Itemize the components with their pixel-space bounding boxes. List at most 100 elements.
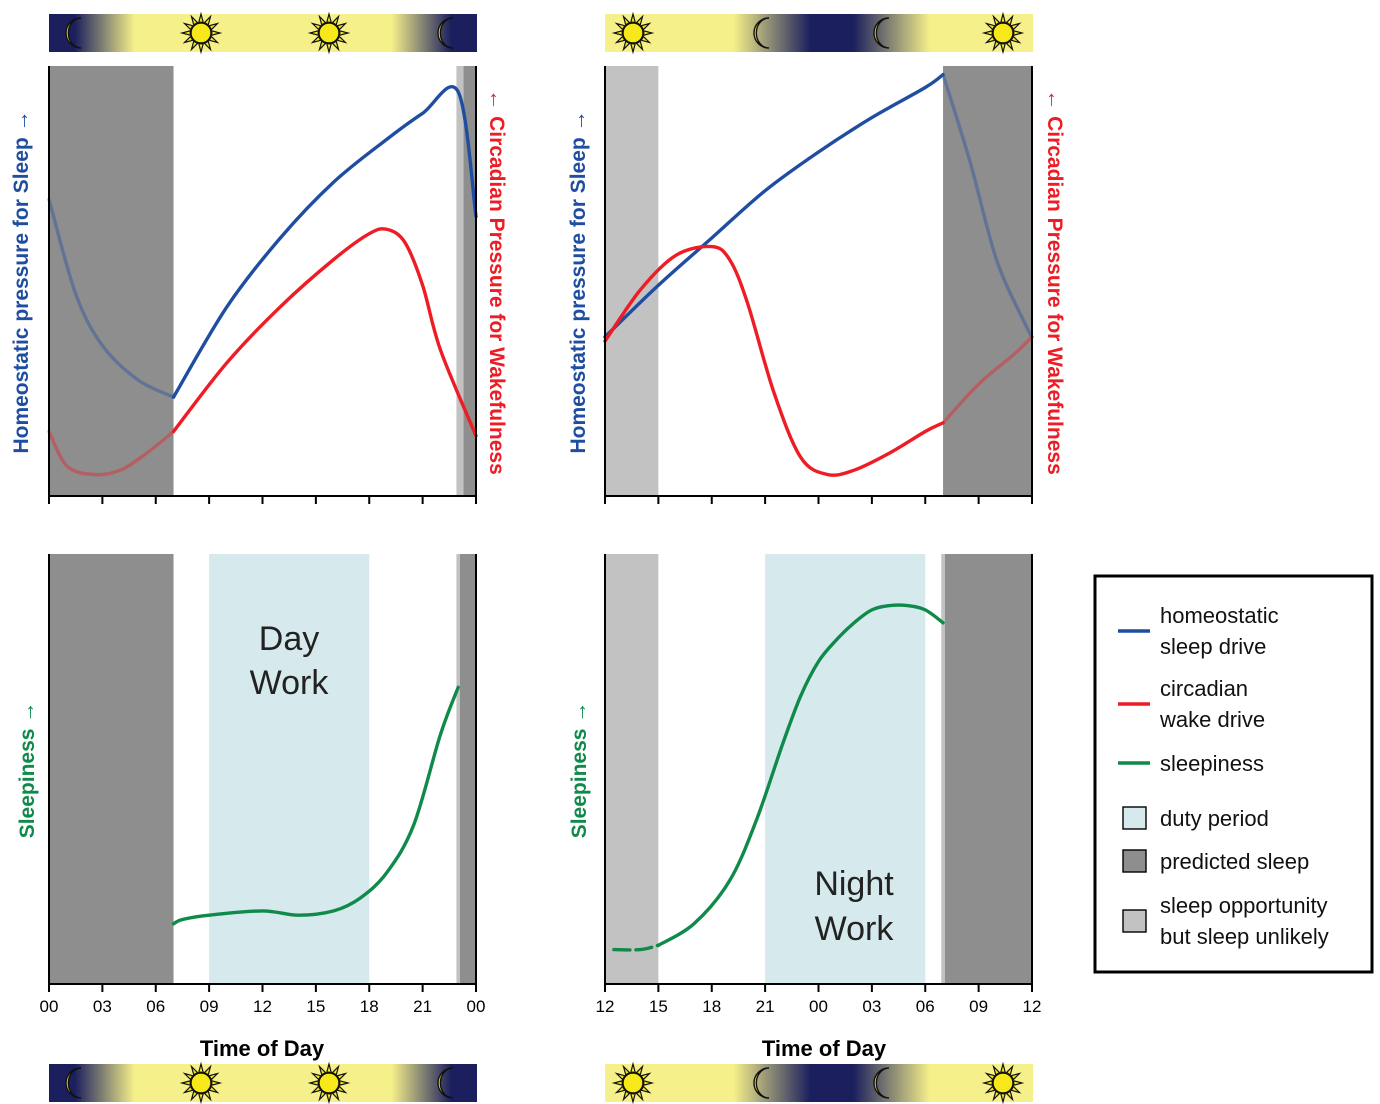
daylight-bar-day xyxy=(49,14,477,52)
moon-icon xyxy=(753,1067,770,1099)
legend-swatch-box xyxy=(1122,806,1147,830)
moon-icon xyxy=(437,17,454,49)
legend-label: predicted sleep xyxy=(1160,849,1309,874)
moon-icon xyxy=(873,17,890,49)
legend-label-line2: wake drive xyxy=(1159,707,1265,732)
x-tick-label: 09 xyxy=(200,997,219,1016)
predicted-sleep-period xyxy=(49,554,174,984)
duty-period xyxy=(765,554,926,984)
daylight-bar-night xyxy=(605,14,1033,52)
sleep-opportunity-period xyxy=(456,66,464,496)
day-work-label-line2: Work xyxy=(250,664,330,702)
homeostatic-axis-label-right: Homeostatic pressure for Sleep → xyxy=(567,110,590,453)
x-tick-label: 06 xyxy=(146,997,165,1016)
series-sleepiness xyxy=(171,685,460,926)
x-tick-label: 12 xyxy=(596,997,615,1016)
x-tick-label: 15 xyxy=(306,997,325,1016)
predicted-sleep-period xyxy=(943,66,1032,496)
x-tick-label: 00 xyxy=(467,997,486,1016)
predicted-sleep-period xyxy=(459,554,476,984)
legend-item: predicted sleep xyxy=(1122,849,1309,874)
sun-icon xyxy=(611,11,655,55)
panel-night-drives xyxy=(603,66,1034,504)
series-circadian-faded xyxy=(941,335,1034,425)
x-tick-label: 12 xyxy=(253,997,272,1016)
x-tick-label: 09 xyxy=(969,997,988,1016)
sun-icon xyxy=(179,11,223,55)
sleepiness-axis-label-right: Sleepiness → xyxy=(568,702,591,839)
day-work-label-line1: Day xyxy=(259,620,319,658)
moon-icon xyxy=(437,1067,454,1099)
legend-label: sleepiness xyxy=(1160,751,1264,776)
x-tick-label: 18 xyxy=(702,997,721,1016)
sun-icon xyxy=(981,11,1025,55)
series-homeostatic xyxy=(603,72,945,339)
legend-frame xyxy=(1093,574,1374,974)
series-circadian xyxy=(171,227,478,438)
sun-icon xyxy=(307,11,351,55)
series-homeostatic-faded xyxy=(47,197,176,399)
x-tick-label: 21 xyxy=(413,997,432,1016)
circadian-axis-label-right: ← Circadian Pressure for Wakefulness xyxy=(1043,89,1066,475)
panel-day-sleepiness: 00 03 06 09 12 15 18 21 00 xyxy=(40,554,486,1016)
legend-label: circadian xyxy=(1160,676,1248,701)
predicted-sleep-period xyxy=(49,66,174,496)
legend-item: duty period xyxy=(1122,806,1269,831)
x-tick-label: 12 xyxy=(1023,997,1042,1016)
legend-label: homeostatic xyxy=(1160,603,1279,628)
series-circadian xyxy=(603,244,945,477)
sun-icon xyxy=(611,1061,655,1104)
legend-swatch-box xyxy=(1122,909,1147,933)
night-work-label-line2: Work xyxy=(815,910,895,948)
sun-icon xyxy=(307,1061,351,1104)
predicted-sleep-period xyxy=(944,554,1032,984)
legend-item: sleep opportunity but sleep unlikely xyxy=(1122,893,1329,949)
sleep-opportunity-period xyxy=(605,66,659,496)
duty-period xyxy=(209,554,370,984)
series-homeostatic-faded xyxy=(941,72,1034,339)
daylight-bar-night xyxy=(605,1064,1033,1102)
x-tick-label: 03 xyxy=(93,997,112,1016)
chart-panels: 00 03 06 09 12 15 18 21 00 12 15 18 21 00 03 06 09 12 Day W… xyxy=(40,66,1042,1016)
legend-label: duty period xyxy=(1160,806,1269,831)
legend-item: circadian wake drive xyxy=(1118,676,1265,732)
series-sleepiness xyxy=(656,603,945,947)
moon-icon xyxy=(65,17,82,49)
sleepiness-axis-label-left: Sleepiness → xyxy=(16,702,39,839)
x-axis-title-left: Time of Day xyxy=(200,1036,325,1061)
sun-icon xyxy=(179,1061,223,1104)
sleep-opportunity-period xyxy=(605,554,659,984)
daylight-bars xyxy=(49,11,1033,1104)
series-homeostatic xyxy=(171,85,478,399)
night-work-label-line1: Night xyxy=(814,865,894,903)
moon-icon xyxy=(753,17,770,49)
legend-label: sleep opportunity xyxy=(1160,893,1328,918)
legend-item: homeostatic sleep drive xyxy=(1118,603,1279,659)
homeostatic-axis-label-left: Homeostatic pressure for Sleep → xyxy=(10,110,33,453)
daylight-bar-day xyxy=(49,1064,477,1102)
x-tick-label: 21 xyxy=(756,997,775,1016)
sleep-opportunity-period xyxy=(456,554,460,984)
circadian-axis-label-left: ← Circadian Pressure for Wakefulness xyxy=(485,89,508,475)
x-axis-title-right: Time of Day xyxy=(762,1036,887,1061)
x-tick-label: 06 xyxy=(916,997,935,1016)
legend-item: sleepiness xyxy=(1118,751,1264,776)
legend-label-line2: sleep drive xyxy=(1160,634,1266,659)
x-tick-label: 00 xyxy=(40,997,59,1016)
panel-night-sleepiness: 12 15 18 21 00 03 06 09 12 xyxy=(596,554,1042,1016)
moon-icon xyxy=(65,1067,82,1099)
legend-label-line2: but sleep unlikely xyxy=(1160,924,1329,949)
x-tick-label: 03 xyxy=(862,997,881,1016)
legend: homeostatic sleep drive circadian wake driv… xyxy=(1093,574,1374,974)
legend-swatch-box xyxy=(1122,849,1147,873)
x-tick-label: 00 xyxy=(809,997,828,1016)
series-sleepiness xyxy=(612,943,661,952)
x-tick-label: 15 xyxy=(649,997,668,1016)
series-circadian-faded xyxy=(47,429,176,477)
sun-icon xyxy=(981,1061,1025,1104)
moon-icon xyxy=(873,1067,890,1099)
sleep-opportunity-period xyxy=(941,554,945,984)
x-tick-label: 18 xyxy=(360,997,379,1016)
